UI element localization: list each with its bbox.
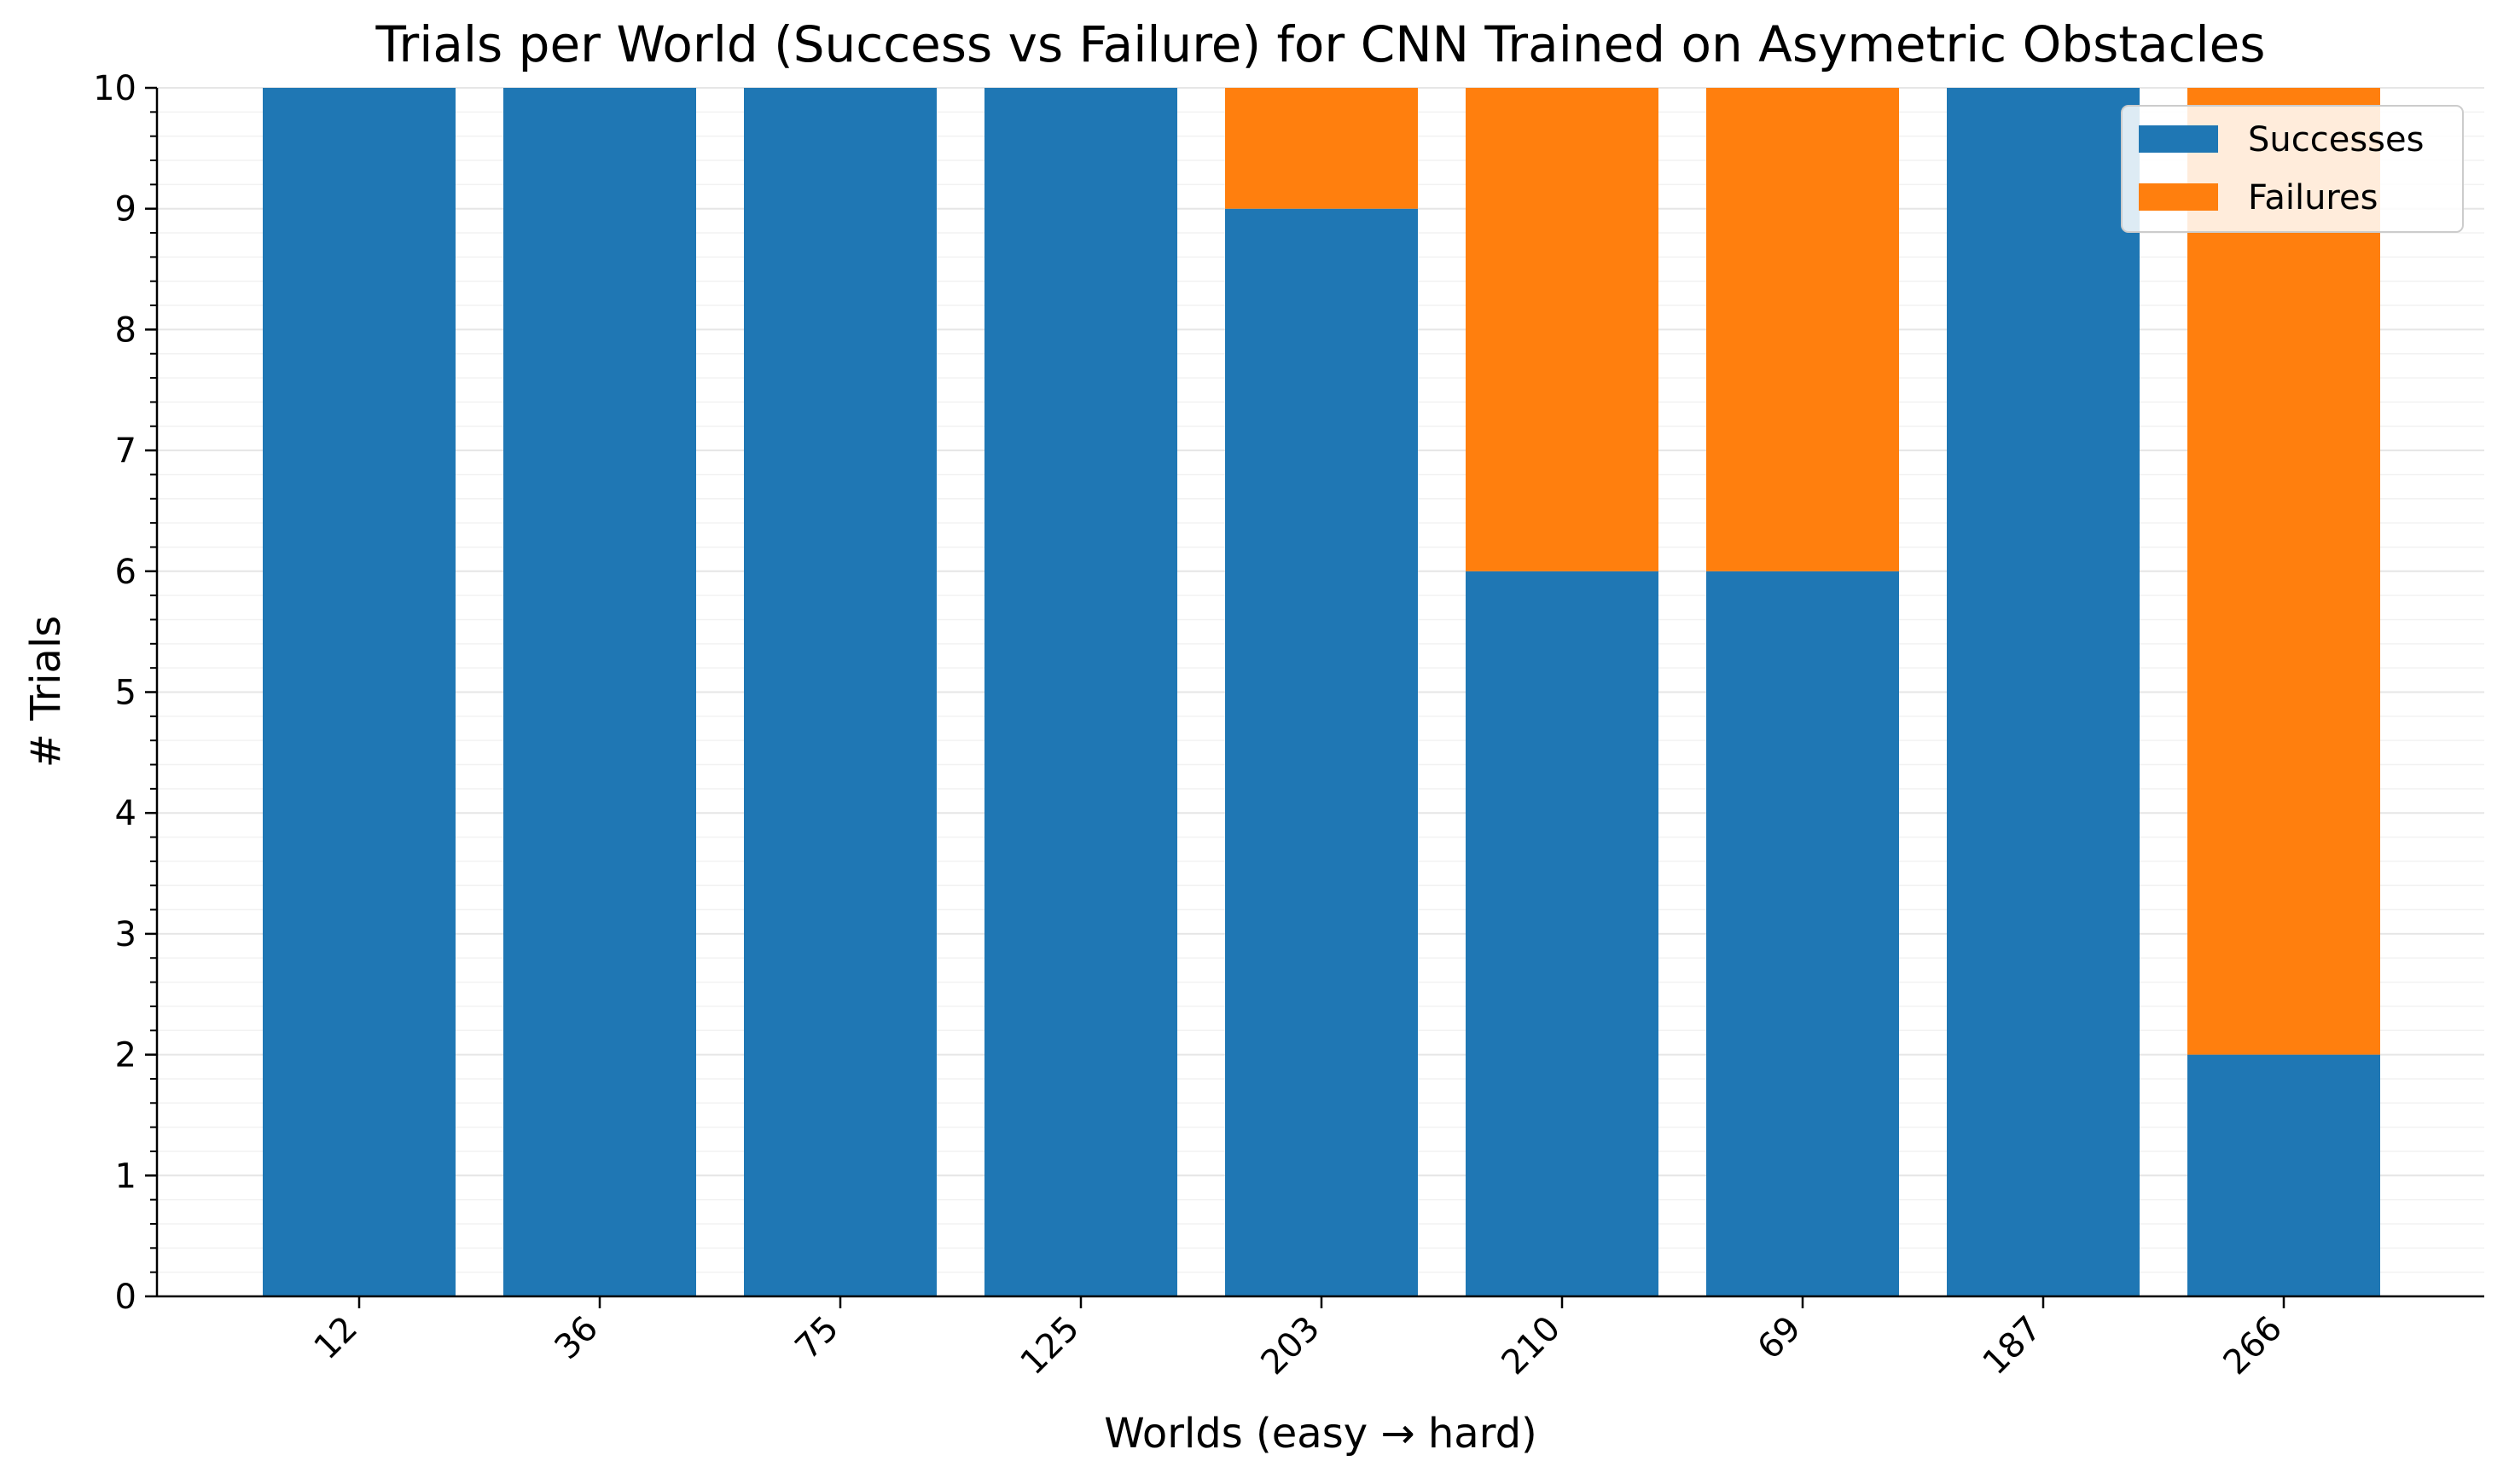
y-tick-label: 5 — [115, 674, 136, 713]
bar-successes-266 — [2187, 1054, 2380, 1296]
bar-successes-75 — [744, 88, 937, 1296]
y-tick-label: 10 — [93, 69, 136, 108]
y-tick-label: 2 — [115, 1036, 136, 1075]
y-tick-label: 7 — [115, 432, 136, 471]
legend: Successes Failures — [2121, 105, 2464, 233]
bar-successes-125 — [984, 88, 1177, 1296]
legend-label-successes: Successes — [2248, 120, 2424, 159]
bar-successes-187 — [1947, 88, 2140, 1296]
y-tick-label: 6 — [115, 553, 136, 592]
legend-swatch-failures — [2139, 183, 2218, 211]
y-tick-label: 0 — [115, 1278, 136, 1317]
y-tick-label: 9 — [115, 190, 136, 229]
bar-successes-210 — [1466, 571, 1658, 1296]
legend-label-failures: Failures — [2248, 178, 2378, 217]
bar-failures-210 — [1466, 88, 1658, 571]
bar-failures-266 — [2187, 88, 2380, 1055]
bar-failures-69 — [1706, 88, 1899, 571]
bars — [263, 88, 2380, 1297]
y-tick-label: 1 — [115, 1156, 136, 1196]
y-tick-label: 4 — [115, 794, 136, 833]
legend-swatch-successes — [2139, 125, 2218, 153]
y-tick-label: 3 — [115, 915, 136, 954]
x-axis-label: Worlds (easy → hard) — [1104, 1410, 1537, 1458]
bar-successes-12 — [263, 88, 456, 1296]
bar-successes-203 — [1225, 208, 1418, 1297]
bar-failures-203 — [1225, 88, 1418, 209]
y-tick-label: 8 — [115, 310, 136, 350]
chart-title: Trials per World (Success vs Failure) fo… — [375, 15, 2266, 73]
bar-successes-69 — [1706, 571, 1899, 1296]
bar-successes-36 — [503, 88, 696, 1296]
y-axis-label: # Trials — [22, 616, 70, 768]
